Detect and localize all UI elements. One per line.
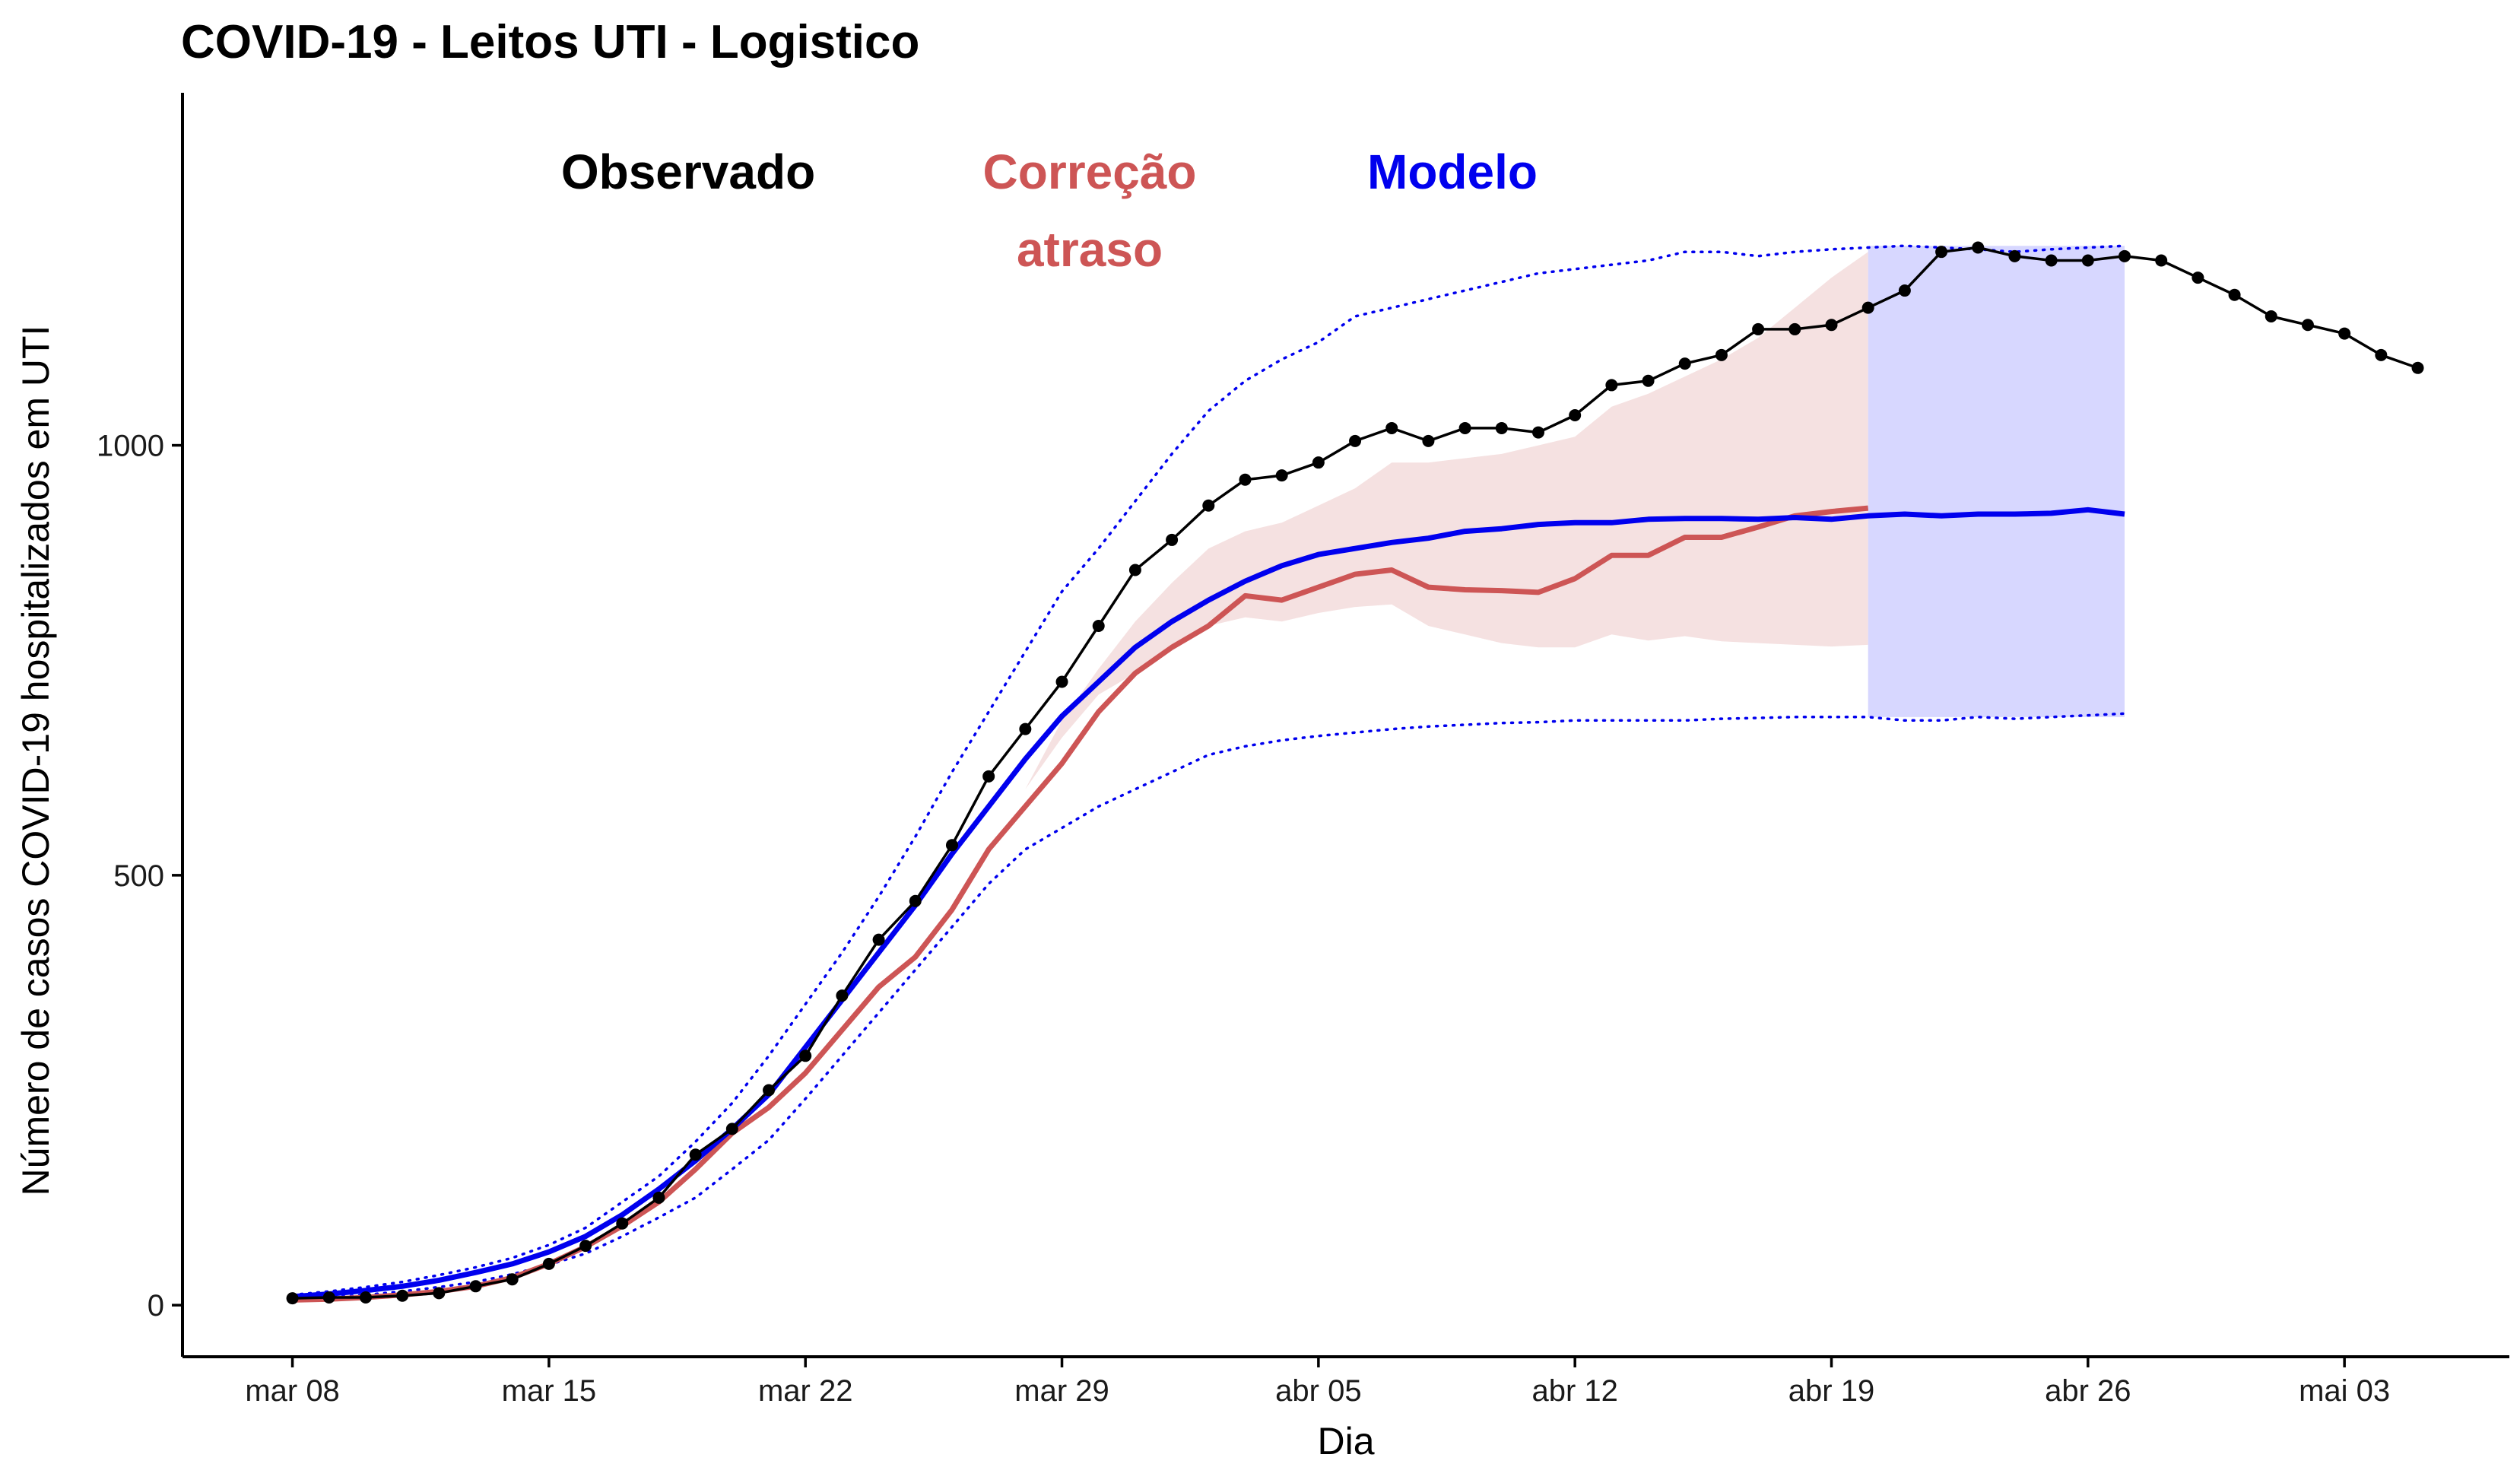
annotation-observado: Observado: [561, 144, 815, 199]
x-axis-label: Dia: [1317, 1420, 1374, 1462]
observado-point: [1166, 533, 1179, 546]
observado-point: [1569, 408, 1582, 421]
observado-point: [2411, 361, 2424, 374]
observado-point: [286, 1292, 299, 1305]
observado-point: [506, 1273, 519, 1286]
observado-point: [616, 1217, 629, 1230]
observado-point: [1825, 319, 1838, 332]
observado-point: [1531, 426, 1544, 439]
plot-area: [286, 241, 2424, 1305]
observed-points: [286, 241, 2424, 1305]
observado-point: [1935, 246, 1948, 259]
x-ticks: mar 08 mar 15 mar 22 mar 29 abr 05 abr 12 abr …: [245, 1357, 2390, 1408]
modelo-upper-bound: [290, 244, 2126, 1297]
observado-point: [1642, 374, 1655, 387]
observado-point: [2155, 254, 2168, 267]
observado-point: [1312, 456, 1325, 469]
observado-point: [1275, 469, 1288, 482]
axes: mar 08 mar 15 mar 22 mar 29 abr 05 abr 12 abr …: [97, 93, 2509, 1408]
observado-point: [2228, 288, 2241, 301]
y-tick-label: 0: [148, 1289, 164, 1323]
observado-point: [1788, 322, 1801, 335]
observado-point: [1715, 348, 1728, 361]
observado-point: [359, 1291, 372, 1304]
confidence-bands: [292, 246, 2125, 1300]
observado-point: [1495, 421, 1508, 434]
observado-point: [433, 1287, 446, 1300]
observado-point: [2375, 348, 2388, 361]
observado-point: [652, 1191, 665, 1204]
x-tick-label: mar 29: [1014, 1374, 1109, 1408]
forecast-band: [1868, 246, 2125, 717]
observado-point: [1092, 619, 1105, 632]
modelo-line: [292, 507, 2125, 1300]
observado-point: [836, 989, 849, 1002]
observado-point: [1019, 722, 1032, 735]
x-tick-label: abr 12: [1531, 1374, 1617, 1408]
x-tick-label: mar 15: [502, 1374, 597, 1408]
observado-point: [982, 770, 995, 783]
x-tick-label: mar 08: [245, 1374, 340, 1408]
annotations: Observado Correção atraso Modelo: [561, 144, 1538, 277]
observado-point: [322, 1291, 335, 1304]
observado-point: [2192, 272, 2204, 284]
observado-point: [396, 1289, 409, 1302]
observado-point: [1861, 301, 1874, 314]
observado-point: [1422, 434, 1435, 447]
observado-point: [2119, 249, 2131, 262]
observado-point: [1202, 499, 1215, 512]
observado-point: [1752, 322, 1765, 335]
correcao-band: [292, 252, 1868, 1300]
observado-point: [725, 1123, 738, 1135]
observado-point: [542, 1257, 555, 1270]
observado-point: [579, 1240, 592, 1253]
observado-point: [469, 1280, 482, 1293]
annotation-modelo: Modelo: [1367, 144, 1538, 199]
observado-point: [2081, 254, 2094, 267]
observado-point: [2008, 249, 2021, 262]
observado-point: [1678, 357, 1691, 370]
observado-point: [2045, 254, 2058, 267]
x-tick-label: abr 05: [1275, 1374, 1361, 1408]
observado-point: [1055, 675, 1068, 688]
annotation-atraso: atraso: [1017, 222, 1163, 277]
modelo-lower-bound: [290, 712, 2126, 1300]
annotation-correcao: Correção: [983, 144, 1197, 199]
observado-point: [945, 839, 958, 852]
observado-point: [763, 1084, 776, 1097]
observado-point: [2301, 319, 2314, 332]
x-tick-label: mar 22: [758, 1374, 853, 1408]
observado-point: [2265, 310, 2277, 322]
observado-point: [1385, 421, 1398, 434]
x-tick-label: abr 19: [1788, 1374, 1874, 1408]
observado-point: [1972, 241, 1985, 254]
observado-point: [1239, 473, 1252, 486]
observado-point: [1458, 421, 1471, 434]
observado-point: [799, 1050, 812, 1062]
x-tick-label: abr 26: [2045, 1374, 2131, 1408]
observado-point: [909, 894, 922, 907]
y-ticks: 0 500 1000: [97, 430, 182, 1323]
observado-point: [1349, 434, 1362, 447]
observado-point: [872, 933, 885, 946]
y-tick-label: 1000: [97, 430, 164, 463]
observado-point: [689, 1148, 702, 1161]
observado-point: [1605, 379, 1618, 392]
y-axis-label: Número de casos COVID-19 hospitalizados …: [14, 325, 57, 1196]
observado-point: [1128, 564, 1141, 576]
y-tick-label: 500: [113, 859, 164, 893]
x-tick-label: mai 03: [2299, 1374, 2390, 1408]
chart-title: COVID-19 - Leitos UTI - Logistico: [181, 16, 919, 68]
observado-point: [1898, 284, 1911, 297]
observado-point: [2338, 327, 2351, 340]
